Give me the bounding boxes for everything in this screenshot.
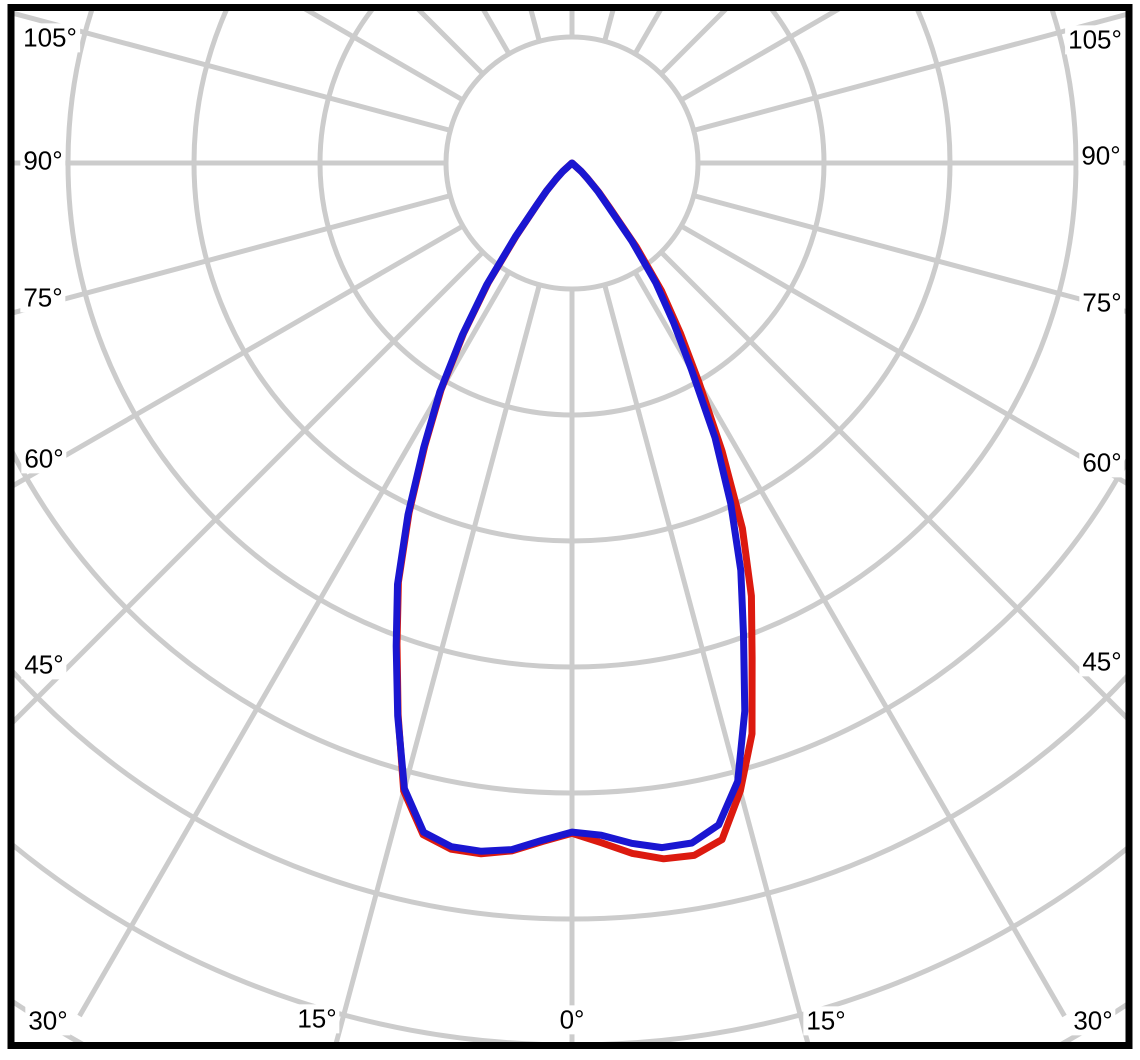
chart-frame	[7, 4, 1133, 1049]
angle-tick-label-bottom-30-left: 30°	[25, 1006, 71, 1036]
angle-tick-label-left-75: 75°	[20, 283, 66, 313]
angle-tick-label-bottom-0: 0°	[556, 1005, 588, 1035]
polar-grid-spoke	[14, 223, 465, 489]
angle-tick-label-right-60: 60°	[1079, 448, 1125, 478]
polar-grid-spoke	[659, 250, 1126, 721]
angle-tick-label-right-45: 45°	[1079, 647, 1125, 677]
angle-tick-label-bottom-30-right: 30°	[1070, 1006, 1116, 1036]
angle-tick-label-left-105: 105°	[20, 23, 80, 53]
angle-tick-label-right-90: 90°	[1078, 141, 1124, 171]
polar-grid-spoke	[333, 284, 542, 1042]
angle-tick-label-bottom-15-right: 15°	[803, 1006, 849, 1036]
angle-tick-label-right-105: 105°	[1065, 25, 1125, 55]
angle-tick-label-left-45: 45°	[21, 650, 67, 680]
polar-grid-spoke	[14, 250, 485, 725]
angle-tick-label-bottom-15-left: 15°	[294, 1004, 340, 1034]
angle-tick-label-right-75: 75°	[1079, 288, 1125, 318]
intensity-red-curve	[393, 159, 756, 863]
angle-tick-label-left-60: 60°	[21, 444, 67, 474]
polar-grid-spoke	[602, 284, 811, 1042]
polar-grid-spoke	[679, 11, 841, 103]
intensity-blue-curve	[392, 159, 749, 855]
polar-grid-spoke	[14, 193, 451, 316]
polar-grid-spoke	[679, 223, 1126, 486]
angle-tick-label-left-90: 90°	[20, 146, 66, 176]
polar-grid-spoke	[303, 11, 465, 103]
polar-grid-spoke	[693, 11, 1126, 133]
polar-grid-spoke	[14, 11, 451, 133]
